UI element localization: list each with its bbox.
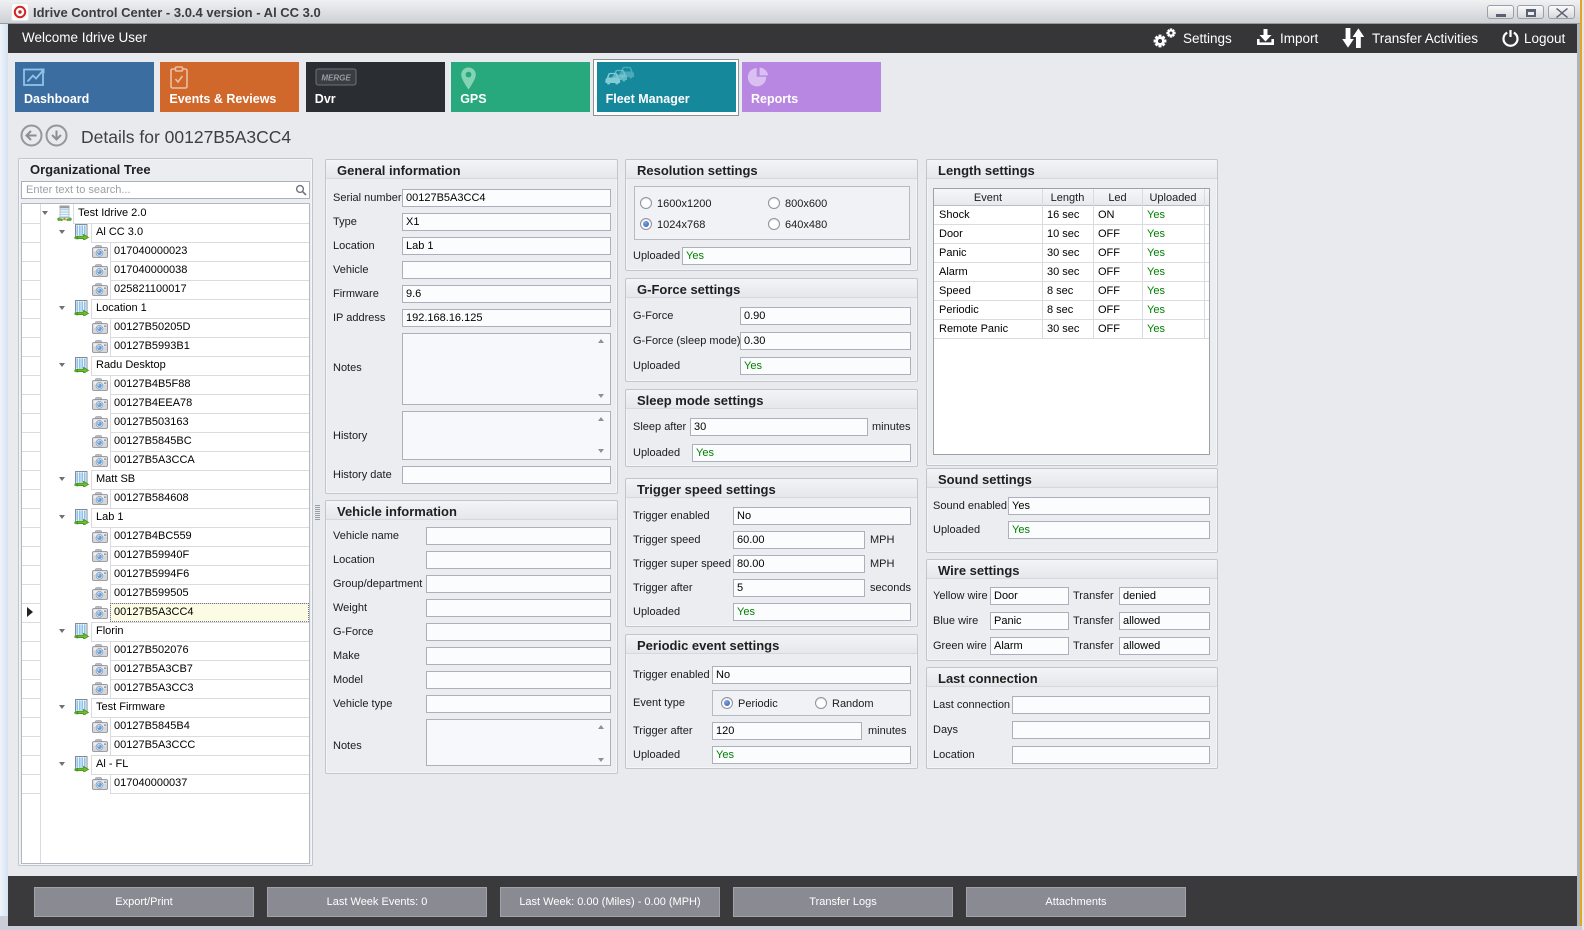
svg-text:MERGE: MERGE bbox=[321, 74, 351, 83]
